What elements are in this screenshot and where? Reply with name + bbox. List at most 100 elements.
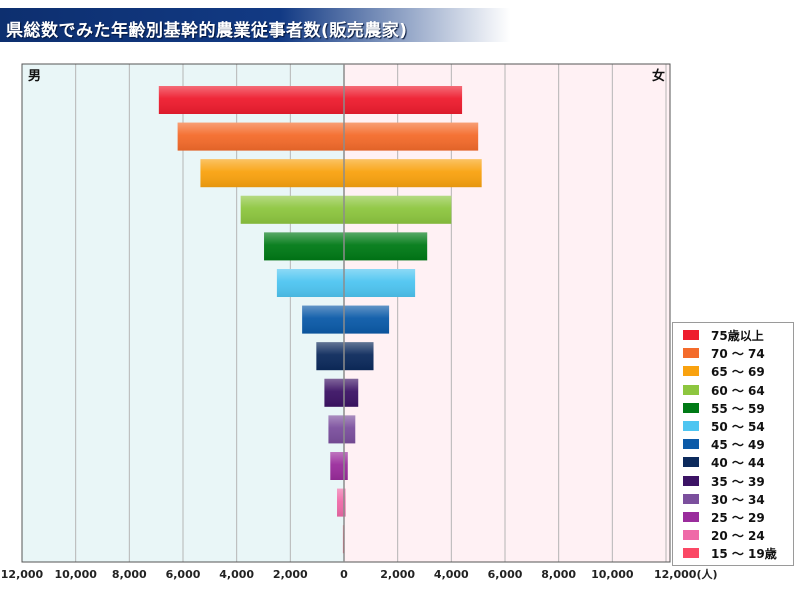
x-tick-label: 6,000 <box>488 568 523 581</box>
legend-label: 75歳以上 <box>711 329 764 343</box>
legend-label: 60 ～ 64 <box>711 383 765 398</box>
legend-swatch <box>683 366 699 377</box>
legend-item: 70 ～ 74 <box>673 344 793 362</box>
legend-item: 20 ～ 24 <box>673 526 793 544</box>
bar-shine <box>264 232 344 261</box>
x-tick-label: 0 <box>340 568 348 581</box>
bar-shine <box>344 232 428 261</box>
bar-female <box>344 122 479 151</box>
bar-shine <box>330 452 344 480</box>
legend-swatch <box>683 457 699 468</box>
legend-swatch <box>683 348 699 359</box>
plot-border <box>21 63 671 563</box>
bar-shine <box>344 342 374 371</box>
bar-female <box>344 342 374 371</box>
legend-label: 20 ～ 24 <box>711 529 765 544</box>
bar-female <box>344 232 428 261</box>
legend-label: 65 ～ 69 <box>711 365 765 380</box>
bar-shine <box>316 342 344 371</box>
x-tick-label: 10,000 <box>54 568 97 581</box>
bar-male <box>200 159 344 188</box>
legend-label: 45 ～ 49 <box>711 438 765 453</box>
bar-shine <box>324 378 344 407</box>
legend-label: 55 ～ 59 <box>711 401 765 416</box>
bar-shine <box>344 452 348 480</box>
legend-item: 40 ～ 44 <box>673 453 793 471</box>
bar-shine <box>344 378 359 407</box>
x-tick-label: 4,000 <box>434 568 469 581</box>
legend-item: 65 ～ 69 <box>673 362 793 380</box>
bar-female <box>344 159 482 188</box>
bar-male <box>337 488 344 517</box>
bar-shine <box>200 159 344 188</box>
legend-swatch <box>683 330 699 340</box>
bar-shine <box>276 269 344 297</box>
bar-male <box>158 86 344 114</box>
bar-female <box>344 415 356 444</box>
legend-swatch <box>683 384 699 395</box>
legend-swatch <box>683 421 699 431</box>
legend-swatch <box>683 475 699 486</box>
bar-shine <box>344 415 356 444</box>
legend-item: 25 ～ 29 <box>673 508 793 526</box>
bar-female <box>344 269 416 297</box>
legend-item: 15 ～ 19歳 <box>673 544 793 562</box>
legend-swatch <box>683 439 699 450</box>
legend-label: 25 ～ 29 <box>711 511 765 525</box>
legend-item: 60 ～ 64 <box>673 381 793 399</box>
bar-female <box>344 86 463 114</box>
bar-female <box>344 305 390 334</box>
x-tick-label: 4,000 <box>219 568 254 581</box>
bar-male <box>330 452 344 480</box>
bar-shine <box>328 415 344 444</box>
legend-swatch <box>683 548 699 559</box>
bar-female <box>344 488 346 517</box>
left-side-label: 男 <box>28 69 41 84</box>
bar-male <box>328 415 344 444</box>
bar-female <box>344 452 348 480</box>
legend-item: 55 ～ 59 <box>673 399 793 417</box>
x-tick-label: 2,000 <box>380 568 415 581</box>
x-tick-label: 2,000 <box>273 568 308 581</box>
legend-label: 50 ～ 54 <box>711 420 765 434</box>
bar-shine <box>344 86 463 114</box>
bar-shine <box>158 86 344 114</box>
bar-male <box>264 232 344 261</box>
bar-female <box>344 378 359 407</box>
x-tick-label: 12,000(人) <box>654 567 718 581</box>
x-tick-label: 6,000 <box>166 568 201 581</box>
legend-swatch <box>683 512 699 522</box>
bar-shine <box>177 122 344 151</box>
bar-male <box>324 378 344 407</box>
legend-swatch <box>683 530 699 541</box>
bar-male <box>240 195 344 224</box>
legend-item: 75歳以上 <box>673 326 793 344</box>
legend-label: 30 ～ 34 <box>711 492 765 507</box>
legend-item: 45 ～ 49 <box>673 435 793 453</box>
legend-label: 35 ～ 39 <box>711 474 765 489</box>
bar-shine <box>344 488 346 517</box>
legend-label: 15 ～ 19歳 <box>711 547 777 562</box>
legend-swatch <box>683 402 699 413</box>
x-tick-label: 8,000 <box>112 568 147 581</box>
legend-item: 50 ～ 54 <box>673 417 793 435</box>
legend-label: 40 ～ 44 <box>711 456 765 471</box>
bar-male <box>276 269 344 297</box>
bars <box>158 86 482 554</box>
x-axis-ticks: 12,000 10,000 8,000 6,000 4,000 2,000 0 2,000 4,… <box>1 567 718 581</box>
bar-shine <box>344 195 452 224</box>
bar-male <box>177 122 344 151</box>
legend-label: 70 ～ 74 <box>711 347 765 362</box>
x-tick-label: 8,000 <box>541 568 576 581</box>
legend-item: 30 ～ 34 <box>673 490 793 508</box>
bar-shine <box>344 122 479 151</box>
bar-shine <box>344 159 482 188</box>
x-tick-label: 12,000 <box>1 568 44 581</box>
legend: 75歳以上 70 ～ 74 65 ～ 69 60 ～ 64 55 ～ 59 50 ～ 54… <box>672 322 794 566</box>
bar-female <box>344 195 452 224</box>
right-side-label: 女 <box>652 68 665 84</box>
bar-male <box>316 342 344 371</box>
x-tick-label: 10,000 <box>591 568 634 581</box>
bar-shine <box>337 488 344 517</box>
